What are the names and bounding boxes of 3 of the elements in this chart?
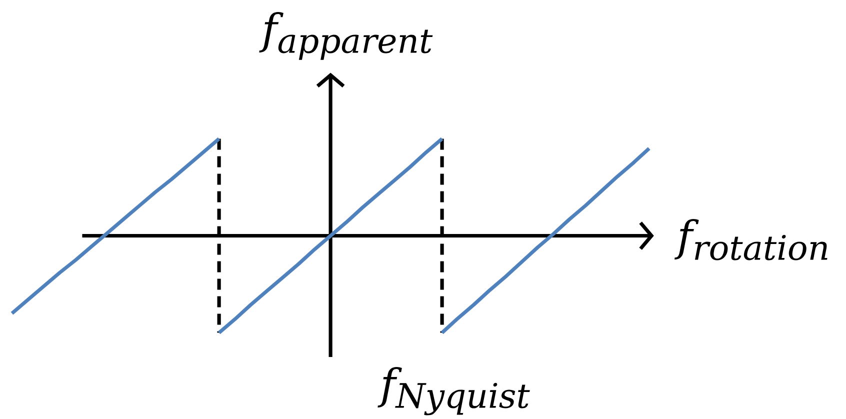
text: f$_{Nyquist}$ — [378, 366, 530, 416]
x-axis-title: f$_{rotation}$ — [674, 218, 828, 260]
y-axis-title: f$_{apparent}$ — [259, 12, 433, 60]
